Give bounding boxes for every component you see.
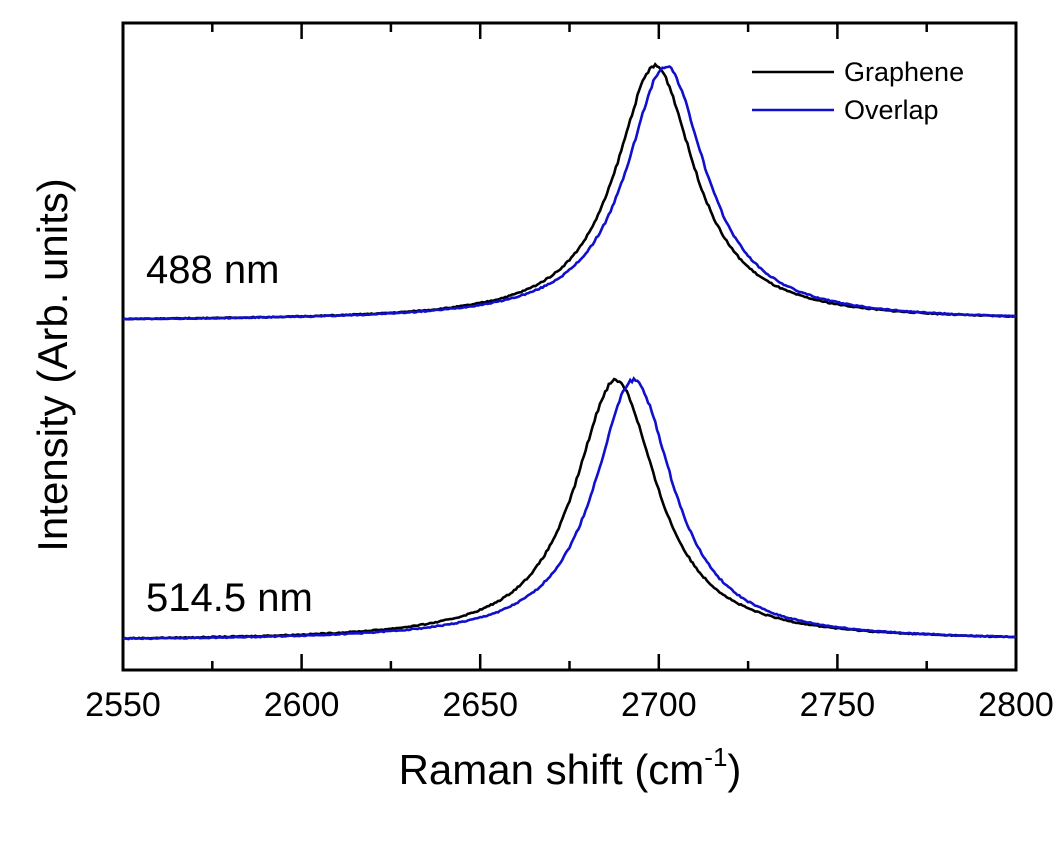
- x-ticks: [121, 23, 1018, 670]
- annotation-488: 488 nm: [146, 248, 279, 292]
- x-tick-label: 2800: [978, 686, 1053, 724]
- series-group: [122, 62, 1017, 641]
- series-line-overlap-514: [122, 376, 1016, 641]
- x-axis-title-close: ): [727, 746, 741, 793]
- x-tick-label: 2700: [621, 686, 697, 724]
- y-axis-title: Intensity (Arb. units): [29, 178, 76, 551]
- annotation-514: 514.5 nm: [146, 576, 313, 620]
- x-axis-title-main: Raman shift (cm: [399, 746, 705, 793]
- x-tick-label: 2750: [800, 686, 876, 724]
- x-tick-labels: 2550 2600 2650 2700 2750 2800: [85, 686, 1053, 724]
- x-tick-label: 2650: [442, 686, 518, 724]
- legend-label-overlap: Overlap: [844, 95, 939, 125]
- series-line-overlap-488: [122, 65, 1017, 321]
- x-tick-label: 2600: [264, 686, 340, 724]
- x-tick-label: 2550: [85, 686, 161, 724]
- x-axis-title: Raman shift (cm-1): [399, 742, 742, 793]
- x-axis-title-sup: -1: [704, 742, 727, 772]
- legend: Graphene Overlap: [752, 57, 964, 125]
- legend-label-graphene: Graphene: [844, 57, 964, 87]
